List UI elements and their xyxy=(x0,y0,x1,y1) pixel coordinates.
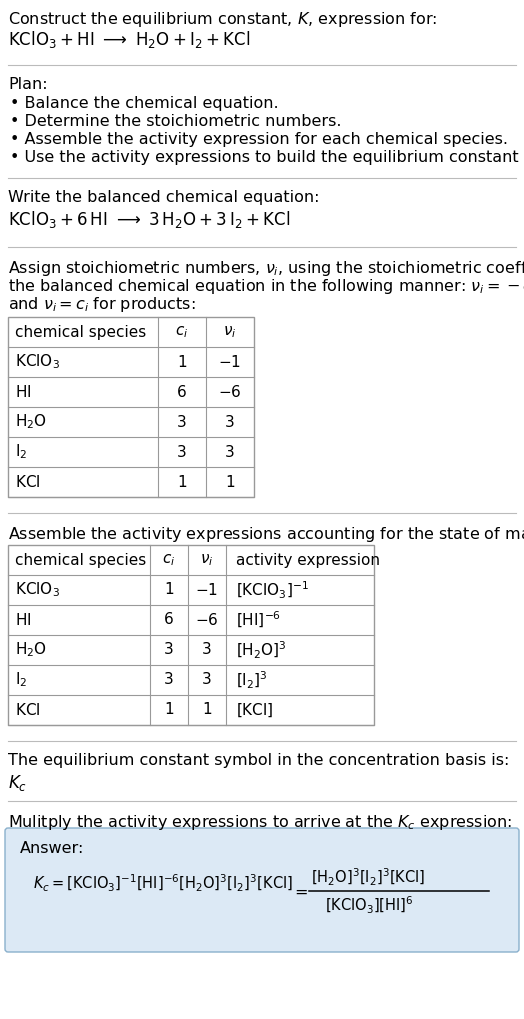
Text: $\mathrm{H_2O}$: $\mathrm{H_2O}$ xyxy=(15,641,47,659)
Text: Assemble the activity expressions accounting for the state of matter and $\nu_i$: Assemble the activity expressions accoun… xyxy=(8,525,524,544)
Bar xyxy=(8,317,254,497)
Text: $-6$: $-6$ xyxy=(195,612,219,628)
Text: Answer:: Answer: xyxy=(20,841,84,856)
Text: Mulitply the activity expressions to arrive at the $K_c$ expression:: Mulitply the activity expressions to arr… xyxy=(8,813,512,832)
Text: $[\mathrm{KCl}]$: $[\mathrm{KCl}]$ xyxy=(236,701,274,718)
Text: $c_i$: $c_i$ xyxy=(176,324,189,340)
Text: and $\nu_i = c_i$ for products:: and $\nu_i = c_i$ for products: xyxy=(8,294,195,314)
Text: • Balance the chemical equation.: • Balance the chemical equation. xyxy=(10,96,279,111)
Text: 3: 3 xyxy=(177,415,187,429)
Text: $[\mathrm{H_2O}]^3$: $[\mathrm{H_2O}]^3$ xyxy=(236,640,287,660)
Text: 3: 3 xyxy=(177,444,187,460)
Text: $\nu_i$: $\nu_i$ xyxy=(223,324,237,340)
Text: $-6$: $-6$ xyxy=(218,384,242,400)
Text: $\mathrm{HI}$: $\mathrm{HI}$ xyxy=(15,612,31,628)
Text: 3: 3 xyxy=(202,673,212,688)
Text: Assign stoichiometric numbers, $\nu_i$, using the stoichiometric coefficients, $: Assign stoichiometric numbers, $\nu_i$, … xyxy=(8,259,524,278)
Text: • Use the activity expressions to build the equilibrium constant expression.: • Use the activity expressions to build … xyxy=(10,150,524,165)
Text: 3: 3 xyxy=(225,415,235,429)
Text: Construct the equilibrium constant, $K$, expression for:: Construct the equilibrium constant, $K$,… xyxy=(8,10,438,29)
Text: $[\mathrm{HI}]^{-6}$: $[\mathrm{HI}]^{-6}$ xyxy=(236,610,281,630)
Text: $K_c = [\mathrm{KClO_3}]^{-1}[\mathrm{HI}]^{-6}[\mathrm{H_2O}]^3[\mathrm{I_2}]^3: $K_c = [\mathrm{KClO_3}]^{-1}[\mathrm{HI… xyxy=(33,873,293,894)
Text: 6: 6 xyxy=(177,384,187,399)
Text: $\mathrm{H_2O}$: $\mathrm{H_2O}$ xyxy=(15,413,47,431)
Text: 3: 3 xyxy=(164,673,174,688)
Text: activity expression: activity expression xyxy=(236,552,380,568)
Text: $\mathrm{KClO_3 + 6\,HI\ \longrightarrow\ 3\,H_2O + 3\,I_2 + KCl}$: $\mathrm{KClO_3 + 6\,HI\ \longrightarrow… xyxy=(8,209,290,230)
Text: $[\mathrm{I_2}]^3$: $[\mathrm{I_2}]^3$ xyxy=(236,669,268,691)
Text: 1: 1 xyxy=(177,475,187,489)
Text: $[\mathrm{KClO_3}][\mathrm{HI}]^6$: $[\mathrm{KClO_3}][\mathrm{HI}]^6$ xyxy=(325,895,413,915)
Text: $\mathrm{KCl}$: $\mathrm{KCl}$ xyxy=(15,474,40,490)
Text: 3: 3 xyxy=(202,643,212,657)
Text: 3: 3 xyxy=(225,444,235,460)
Text: • Assemble the activity expression for each chemical species.: • Assemble the activity expression for e… xyxy=(10,132,508,147)
Text: $-1$: $-1$ xyxy=(195,582,219,598)
Text: 1: 1 xyxy=(225,475,235,489)
Text: 1: 1 xyxy=(164,702,174,717)
Text: $[\mathrm{H_2O}]^3[\mathrm{I_2}]^3[\mathrm{KCl}]$: $[\mathrm{H_2O}]^3[\mathrm{I_2}]^3[\math… xyxy=(311,866,425,888)
Text: $\mathrm{KClO_3}$: $\mathrm{KClO_3}$ xyxy=(15,581,60,599)
Text: $\nu_i$: $\nu_i$ xyxy=(200,552,214,568)
Text: Write the balanced chemical equation:: Write the balanced chemical equation: xyxy=(8,190,320,205)
Text: $c_i$: $c_i$ xyxy=(162,552,176,568)
Text: $\mathrm{HI}$: $\mathrm{HI}$ xyxy=(15,384,31,400)
Text: 1: 1 xyxy=(177,355,187,370)
Text: $K_c$: $K_c$ xyxy=(8,773,27,793)
Text: $=$: $=$ xyxy=(291,883,308,899)
Text: chemical species: chemical species xyxy=(15,324,146,339)
Text: • Determine the stoichiometric numbers.: • Determine the stoichiometric numbers. xyxy=(10,114,342,129)
Text: Plan:: Plan: xyxy=(8,77,48,92)
Text: 1: 1 xyxy=(202,702,212,717)
FancyBboxPatch shape xyxy=(5,828,519,952)
Bar xyxy=(8,545,374,725)
Text: $[\mathrm{KClO_3}]^{-1}$: $[\mathrm{KClO_3}]^{-1}$ xyxy=(236,580,309,600)
Text: $\mathrm{I_2}$: $\mathrm{I_2}$ xyxy=(15,442,27,462)
Text: $\mathrm{I_2}$: $\mathrm{I_2}$ xyxy=(15,671,27,689)
Text: 6: 6 xyxy=(164,612,174,628)
Text: 3: 3 xyxy=(164,643,174,657)
Text: chemical species: chemical species xyxy=(15,552,146,568)
Text: $\mathrm{KClO_3 + HI\ \longrightarrow\ H_2O + I_2 + KCl}$: $\mathrm{KClO_3 + HI\ \longrightarrow\ H… xyxy=(8,29,250,50)
Text: the balanced chemical equation in the following manner: $\nu_i = -c_i$ for react: the balanced chemical equation in the fo… xyxy=(8,277,524,296)
Text: $\mathrm{KCl}$: $\mathrm{KCl}$ xyxy=(15,702,40,718)
Text: $\mathrm{KClO_3}$: $\mathrm{KClO_3}$ xyxy=(15,353,60,371)
Text: The equilibrium constant symbol in the concentration basis is:: The equilibrium constant symbol in the c… xyxy=(8,753,509,768)
Text: $-1$: $-1$ xyxy=(219,354,242,370)
Text: 1: 1 xyxy=(164,583,174,597)
